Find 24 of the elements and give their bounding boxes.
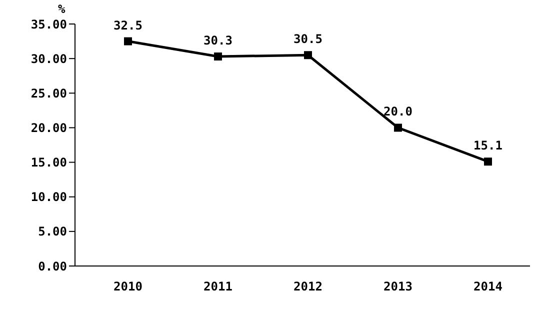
- y-tick-label: 25.00: [30, 86, 67, 100]
- point: [394, 124, 402, 132]
- text: 30.5: [294, 32, 322, 46]
- y-tick-label: 35.00: [30, 17, 67, 32]
- text: 20.0: [384, 104, 412, 119]
- x-tick-label: 2012: [294, 280, 322, 294]
- x-tick-label: 2014: [474, 280, 502, 294]
- y-tick-label: 15.00: [30, 156, 67, 170]
- text: 32.5: [114, 18, 142, 32]
- text: 15.1: [474, 138, 502, 153]
- point: [124, 37, 132, 46]
- point: [214, 52, 222, 60]
- y-axis-title: %: [58, 2, 66, 16]
- point: [304, 51, 312, 60]
- y-tick-label: 0.00: [38, 259, 67, 274]
- y-tick-label: 30.00: [30, 52, 67, 66]
- y-tick-label: 5.00: [38, 224, 67, 239]
- x-tick-label: 2010: [114, 280, 142, 294]
- point: [484, 158, 492, 166]
- y-tick-label: 10.00: [30, 190, 67, 204]
- x-tick-label: 2011: [204, 280, 232, 294]
- text: 30.3: [204, 33, 232, 48]
- y-tick-label: 20.00: [30, 120, 67, 135]
- x-tick-label: 2013: [384, 280, 412, 294]
